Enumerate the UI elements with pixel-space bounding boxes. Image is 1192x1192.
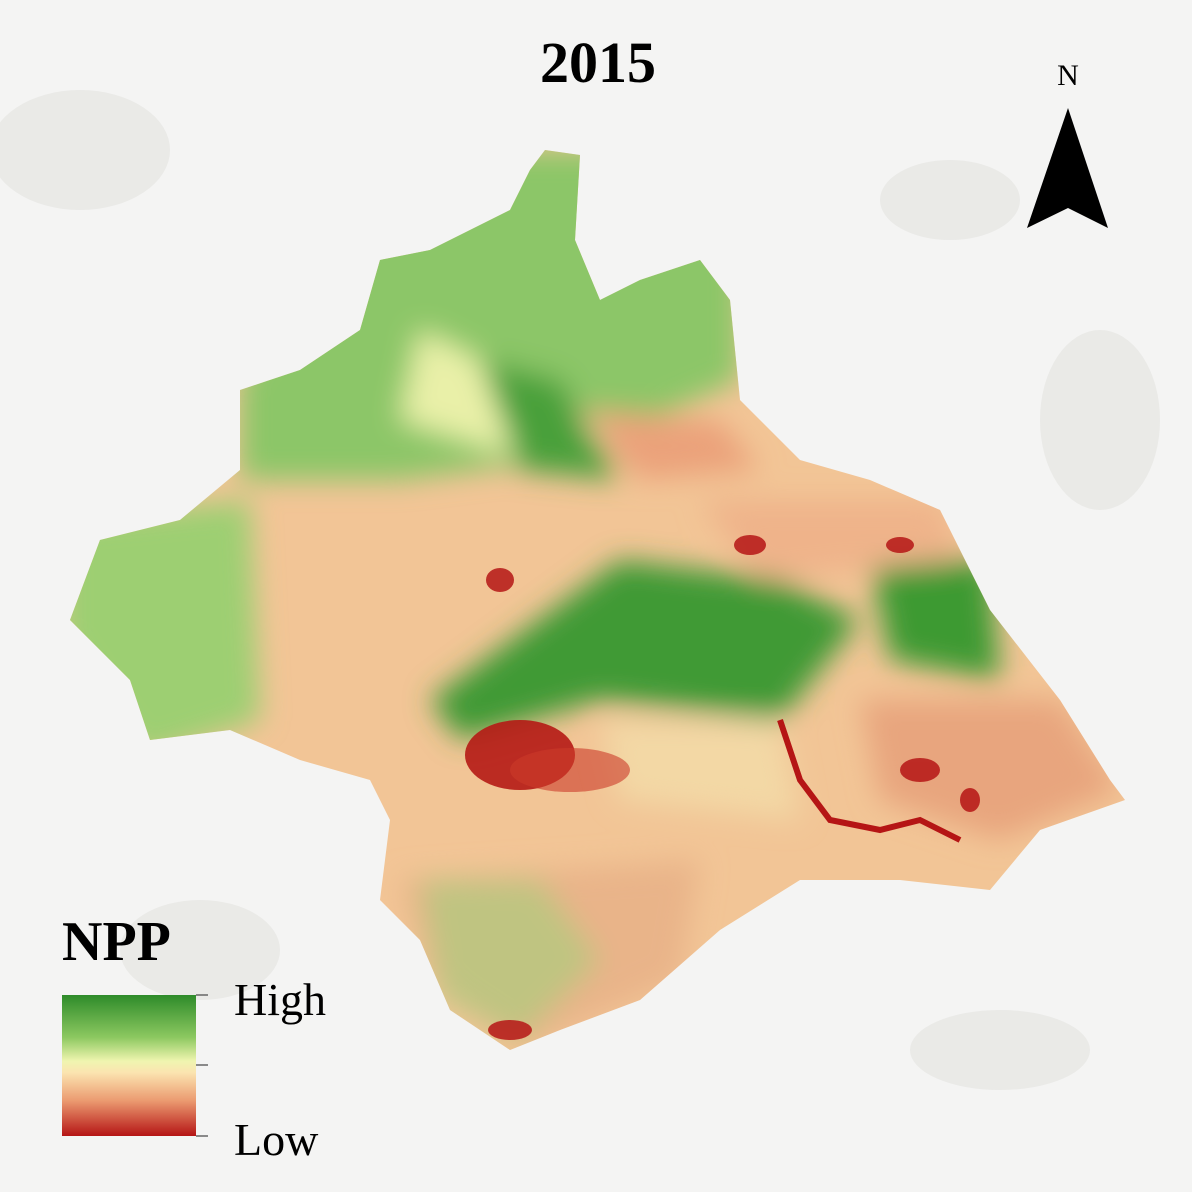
north-arrow (1027, 108, 1108, 228)
legend-high: High (234, 974, 326, 1025)
legend-low: Low (234, 1114, 319, 1165)
relief (0, 90, 1160, 1090)
north-label: N (1057, 59, 1079, 92)
legend-title: NPP (62, 911, 171, 973)
legend-ticks (196, 994, 208, 1137)
legend-gradient (62, 995, 196, 1136)
map-title: 2015 (540, 30, 656, 95)
